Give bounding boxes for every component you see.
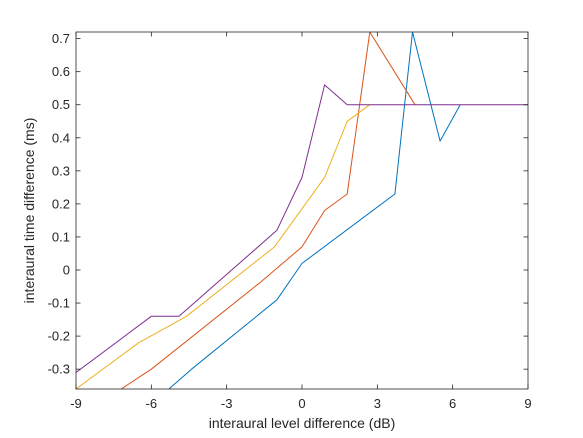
y-tick-label: 0.3 — [52, 163, 70, 178]
y-tick-label: 0.2 — [52, 196, 70, 211]
y-tick-label: -0.1 — [48, 296, 70, 311]
y-tick-label: 0.4 — [52, 130, 70, 145]
x-axis-label: interaural level difference (dB) — [209, 415, 396, 431]
y-axis-label: interaural time difference (ms) — [21, 118, 37, 304]
x-tick-label: -3 — [221, 396, 233, 411]
series-line-2 — [120, 32, 416, 389]
series-line-4 — [76, 84, 528, 373]
x-tick-label: 9 — [524, 396, 531, 411]
y-tick-label: -0.3 — [48, 362, 70, 377]
y-tick-label: 0.7 — [52, 31, 70, 46]
x-tick-label: 3 — [374, 396, 381, 411]
y-tick-label: 0.6 — [52, 64, 70, 79]
x-tick-label: -6 — [146, 396, 158, 411]
series-layer — [76, 32, 528, 389]
series-line-3 — [76, 104, 371, 389]
x-tick-label: -9 — [70, 396, 82, 411]
y-tick-label: -0.2 — [48, 329, 70, 344]
x-tick-label: 0 — [298, 396, 305, 411]
series-line-1 — [168, 32, 461, 389]
y-tick-label: 0 — [63, 263, 70, 278]
x-tick-label: 6 — [449, 396, 456, 411]
ticks-layer: -9 -6 -3 0 3 6 9 -0.3 -0.2 -0.1 0 0.1 0.2 0.3 0.4 0.5 0.… — [48, 31, 532, 411]
y-tick-label: 0.1 — [52, 229, 70, 244]
y-tick-label: 0.5 — [52, 97, 70, 112]
